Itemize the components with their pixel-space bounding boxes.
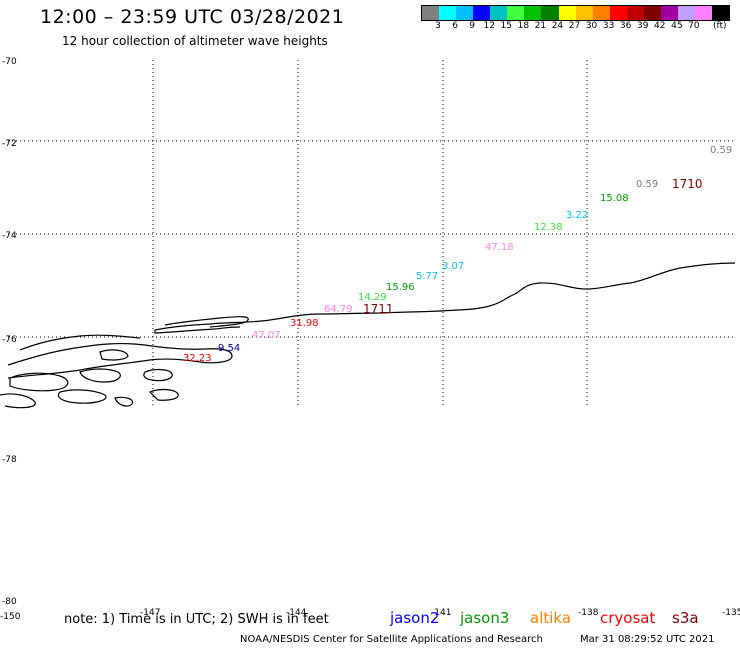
latitude-label: -72 [2,139,17,149]
legend-label: 36 [619,21,632,31]
wave-height-label: 9.54 [218,343,240,354]
coastline-main [154,262,736,334]
legend-label: 21 [534,21,547,31]
latitude-label: -76 [2,335,17,345]
coastline [0,262,736,409]
satellite-name: jason2 [390,609,440,627]
satellite-name: altika [530,609,572,627]
longitude-label: -135 [722,608,740,618]
latitude-label: -70 [2,57,17,67]
page-subtitle: 12 hour collection of altimeter wave hei… [62,34,328,48]
legend-label: 18 [517,21,530,31]
legend-swatch [541,6,559,20]
legend-swatch [507,6,525,20]
wave-height-label: 47.07 [252,330,281,341]
longitude-label: -144 [286,608,307,618]
satellite-name: cryosat [600,609,656,627]
wave-height-label: 14.29 [358,292,387,303]
wave-height-label: 15.96 [386,282,415,293]
legend-label: 45 [671,21,683,31]
legend-label: 33 [602,21,615,31]
map-gridlines [8,60,735,408]
island-4 [99,349,129,361]
coastline-peninsula [164,316,249,328]
latitude-label: -74 [2,231,17,241]
legend-swatch [677,6,695,20]
satellite-name: jason3 [460,609,510,627]
wave-height-label: 31.98 [290,318,319,329]
latitude-label: -78 [2,455,17,465]
island-1 [9,372,69,392]
wave-height-label: 64.79 [324,304,353,315]
legend-swatch [592,6,610,20]
longitude-label: -138 [578,608,599,618]
legend-swatch [712,6,730,20]
legend-swatch [575,6,593,20]
island-2 [79,368,121,383]
island-3 [143,368,173,382]
legend-label: 70 [688,21,700,31]
credit-timestamp: Mar 31 08:29:52 UTC 2021 [580,634,715,645]
legend-swatch [558,6,576,20]
color-legend [421,5,730,21]
wave-height-label: 15.08 [600,193,629,204]
island-8 [114,396,134,407]
legend-label: 9 [469,21,476,31]
color-legend-labels: 3 6 9 12 15 18 21 24 27 30 33 36 39 42 45 70 [421,21,713,33]
island-7 [0,393,36,409]
legend-label: 12 [483,21,495,31]
legend-swatch [626,6,644,20]
wave-height-label: 32.23 [183,353,212,364]
legend-label: 39 [636,21,649,31]
wave-height-label: 3.22 [566,210,588,221]
legend-swatch [473,6,491,20]
legend-label: 42 [654,21,666,31]
wave-height-label: 3.07 [442,261,464,272]
wave-height-label: 5.77 [416,271,438,282]
wave-height-label: 0.59 [710,145,732,156]
island-5 [57,389,107,404]
legend-label: 3 [435,21,441,31]
legend-label: 6 [452,21,458,31]
legend-swatch [490,6,508,20]
legend-swatch [695,6,713,20]
legend-unit: (ft) [713,21,727,31]
longitude-label: -147 [140,608,161,618]
legend-swatch [609,6,627,20]
longitude-label: -150 [0,612,21,622]
coastline-bay [19,334,141,351]
credit-text: NOAA/NESDIS Center for Satellite Applica… [240,634,543,645]
wave-height-label: 0.59 [636,179,658,190]
legend-swatch [524,6,542,20]
legend-label: 27 [568,21,581,31]
footnote: note: 1) Time is in UTC; 2) SWH is in fe… [64,612,329,627]
legend-label: 15 [500,21,512,31]
satellite-name: s3a [672,609,699,627]
legend-swatch [660,6,678,20]
legend-swatch [643,6,661,20]
legend-label: 24 [551,21,564,31]
wave-height-label: 47.18 [485,242,514,253]
legend-swatch [422,6,440,20]
wave-height-labels: 0.590.59 171015.083.2212.3847.183.075.771… [183,145,732,364]
page-title: 12:00 – 23:59 UTC 03/28/2021 [40,6,345,28]
legend-label: 30 [585,21,598,31]
longitude-label: -141 [431,608,452,618]
coastline-shelf [7,342,233,379]
legend-swatch [439,6,457,20]
island-6 [148,388,179,401]
wave-height-label: 1710 [672,177,703,191]
wave-height-label: 1711 [363,302,394,316]
latitude-label: -80 [2,597,17,607]
legend-swatch [456,6,474,20]
wave-height-label: 12.38 [534,222,563,233]
